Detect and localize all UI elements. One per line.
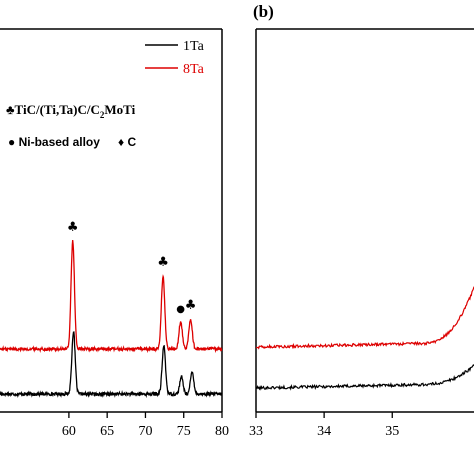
- peak-marker-club: ♣: [157, 255, 169, 270]
- series-line-1ta: [0, 331, 223, 399]
- panel-a-x-tick-label: 75: [177, 424, 191, 439]
- peak-marker-club: ♣: [67, 220, 79, 235]
- panel-b-x-ticks: 33 34 35: [249, 412, 399, 439]
- phase-label-carbides-main: ♣TiC/(Ti,Ta)C/C: [6, 102, 100, 117]
- peak-marker-dot: ●: [176, 304, 185, 315]
- panel-b-series-line-8ta: [255, 286, 474, 350]
- phase-label-subscript: 2: [100, 110, 105, 120]
- panel-a-x-ticks: 60 65 70 75 80: [62, 412, 229, 439]
- phase-label-carbides: ♣TiC/(Ti,Ta)C/C2MoTi: [6, 102, 136, 120]
- panel-a-series: [0, 239, 223, 399]
- panel-a-peak-markers: ♣♣● ♣: [67, 220, 197, 315]
- series-line-8ta: [0, 239, 223, 354]
- panel-a-x-tick-label: 70: [138, 424, 152, 439]
- panel-b-series-line-1ta: [255, 364, 474, 391]
- phase-label-carbides-end: MoTi: [104, 102, 135, 117]
- legend-label-8ta: 8Ta: [183, 62, 205, 77]
- panel-b-series: [255, 286, 474, 391]
- panel-b-x-tick-label: 35: [385, 424, 399, 439]
- legend-label-1ta: 1Ta: [183, 39, 205, 54]
- phase-label-carbon: ♦ C: [118, 135, 136, 149]
- panel-a-x-tick-label: 60: [62, 424, 76, 439]
- legend: 1Ta 8Ta: [145, 39, 205, 77]
- panel-b-x-tick-label: 34: [317, 424, 331, 439]
- phase-label-ni-alloy: ● Ni-based alloy: [8, 135, 100, 149]
- panel-a-x-tick-label: 65: [100, 424, 114, 439]
- peak-marker-club: ♣: [185, 298, 197, 313]
- panel-a-x-tick-label: 80: [215, 424, 229, 439]
- panel-b: (b) 33 34 35: [249, 2, 474, 439]
- panel-a: 60 65 70 75 80 ♣♣● ♣ 1Ta 8Ta ♣TiC/(Ti,Ta)C/C2…: [0, 28, 229, 439]
- panel-b-label: (b): [253, 2, 274, 21]
- panel-b-x-tick-label: 33: [249, 424, 263, 439]
